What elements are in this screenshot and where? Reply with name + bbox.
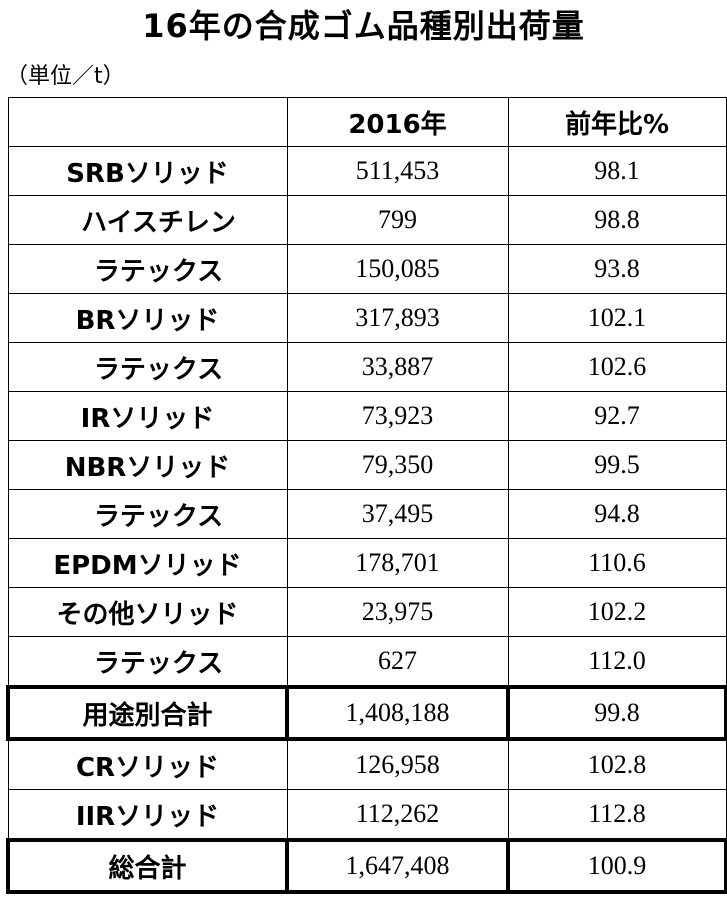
header-cell-year: 2016年	[286, 97, 509, 147]
table-row: SRBソリッド 511,453 98.1	[7, 146, 727, 196]
row-value-2016: 150,085	[286, 244, 509, 294]
row-label: SRBソリッド	[7, 146, 288, 196]
row-label: IRソリッド	[7, 391, 288, 441]
row-value-2016: 627	[286, 636, 509, 688]
row-value-2016: 23,975	[286, 587, 509, 637]
row-ratio: 112.8	[507, 789, 727, 841]
table-row: ラテックス 150,085 93.8	[7, 244, 727, 294]
row-ratio: 100.9	[506, 838, 727, 894]
row-ratio: 110.6	[507, 538, 727, 588]
header-cell-ratio: 前年比%	[507, 97, 727, 147]
table-row: ラテックス 33,887 102.6	[7, 342, 727, 392]
row-ratio: 102.6	[507, 342, 727, 392]
row-ratio: 99.5	[507, 440, 727, 490]
row-ratio: 93.8	[507, 244, 727, 294]
row-ratio: 99.8	[506, 685, 727, 741]
row-value-2016: 73,923	[286, 391, 509, 441]
row-label: ラテックス	[7, 244, 288, 294]
row-ratio: 102.8	[507, 738, 727, 790]
row-value-2016: 33,887	[286, 342, 509, 392]
row-label: ラテックス	[7, 636, 288, 688]
row-value-2016: 178,701	[286, 538, 509, 588]
row-label: ラテックス	[7, 489, 288, 539]
unit-label: （単位／t）	[6, 64, 125, 89]
table-row: ラテックス 37,495 94.8	[7, 489, 727, 539]
row-value-2016: 126,958	[286, 738, 509, 790]
table-row: IIRソリッド 112,262 112.8	[7, 789, 727, 841]
table-row: その他ソリッド 23,975 102.2	[7, 587, 727, 637]
row-ratio: 98.8	[507, 195, 727, 245]
row-label: NBRソリッド	[7, 440, 288, 490]
table-row: IRソリッド 73,923 92.7	[7, 391, 727, 441]
row-value-2016: 511,453	[286, 146, 509, 196]
row-ratio: 92.7	[507, 391, 727, 441]
page-title: 16年の合成ゴム品種別出荷量	[142, 7, 585, 45]
row-value-2016: 1,408,188	[285, 685, 510, 741]
row-label: BRソリッド	[7, 293, 288, 343]
row-label: 用途別合計	[6, 685, 288, 741]
row-label: CRソリッド	[7, 738, 288, 790]
table-row: CRソリッド 126,958 102.8	[7, 738, 727, 790]
row-ratio: 102.2	[507, 587, 727, 637]
row-value-2016: 79,350	[286, 440, 509, 490]
row-ratio: 98.1	[507, 146, 727, 196]
row-ratio: 112.0	[507, 636, 727, 688]
table-total-row: 用途別合計 1,408,188 99.8	[6, 685, 727, 741]
shipment-table: 2016年 前年比% SRBソリッド 511,453 98.1 ハイスチレン 799 98…	[6, 97, 727, 894]
row-value-2016: 37,495	[286, 489, 509, 539]
table-row: ハイスチレン 799 98.8	[7, 195, 727, 245]
header-cell-blank	[7, 97, 288, 147]
row-label: 総合計	[6, 838, 288, 894]
row-label: その他ソリッド	[7, 587, 288, 637]
row-value-2016: 1,647,408	[285, 838, 510, 894]
row-ratio: 94.8	[507, 489, 727, 539]
row-ratio: 102.1	[507, 293, 727, 343]
table-body: SRBソリッド 511,453 98.1 ハイスチレン 799 98.8 ラテックス 150,…	[6, 146, 727, 894]
table-total-row: 総合計 1,647,408 100.9	[6, 838, 727, 894]
row-value-2016: 112,262	[286, 789, 509, 841]
row-value-2016: 317,893	[286, 293, 509, 343]
row-label: ハイスチレン	[7, 195, 288, 245]
table-row: ラテックス 627 112.0	[7, 636, 727, 688]
row-value-2016: 799	[286, 195, 509, 245]
table-row: BRソリッド 317,893 102.1	[7, 293, 727, 343]
row-label: EPDMソリッド	[7, 538, 288, 588]
table-row: NBRソリッド 79,350 99.5	[7, 440, 727, 490]
row-label: ラテックス	[7, 342, 288, 392]
table-row: EPDMソリッド 178,701 110.6	[7, 538, 727, 588]
row-label: IIRソリッド	[7, 789, 288, 841]
table-header-row: 2016年 前年比%	[7, 97, 727, 147]
